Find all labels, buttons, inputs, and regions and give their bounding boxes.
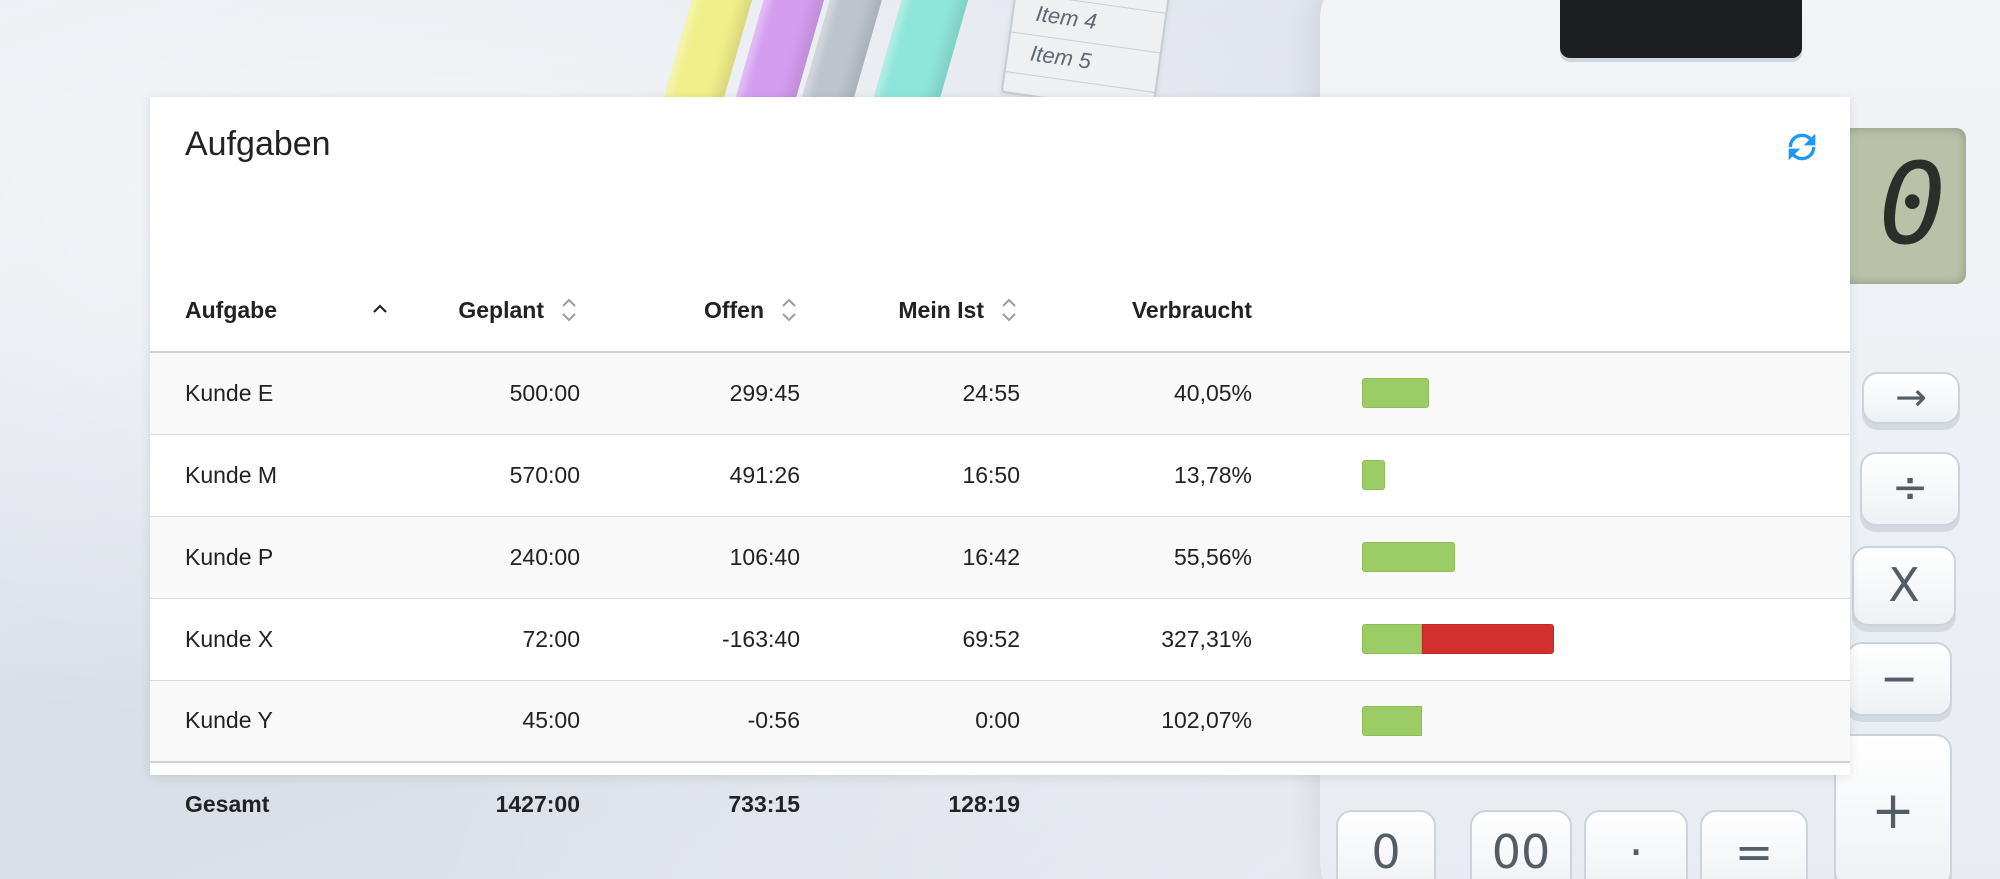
calculator-key: −: [1846, 642, 1952, 716]
cell-open: -0:56: [620, 680, 840, 763]
column-header-my-actual[interactable]: Mein Ist: [840, 269, 1060, 353]
usage-bar-within-budget: [1362, 542, 1455, 572]
cell-planned: 45:00: [400, 680, 620, 763]
table-total-row: Gesamt 1427:00 733:15 128:19: [150, 761, 1850, 845]
column-header-label: Geplant: [458, 296, 544, 323]
column-header-planned[interactable]: Geplant: [400, 269, 620, 353]
total-planned: 1427:00: [400, 761, 620, 845]
usage-bar-over-budget: [1422, 624, 1554, 654]
cell-used: 13,78%: [1060, 434, 1290, 517]
usage-bar: [1362, 378, 1850, 409]
cell-usage-bar: [1290, 598, 1850, 681]
cell-task: Kunde P: [150, 516, 400, 599]
total-my-actual: 128:19: [840, 761, 1060, 845]
sort-icon: [782, 298, 796, 322]
cell-usage-bar: [1290, 516, 1850, 599]
calculator-key: →: [1862, 372, 1960, 424]
usage-bar: [1362, 460, 1850, 490]
cell-my-actual: 0:00: [840, 680, 1060, 763]
column-header-label: Aufgabe: [185, 296, 277, 323]
cell-used: 327,31%: [1060, 598, 1290, 681]
calculator-solar-panel: [1560, 0, 1802, 58]
notepad-item: Item 5: [1028, 40, 1093, 74]
refresh-button[interactable]: [1782, 127, 1822, 167]
calculator-key: X: [1852, 546, 1956, 626]
cell-planned: 500:00: [400, 352, 620, 435]
column-header-label: Mein Ist: [898, 296, 984, 323]
calculator-key: ÷: [1860, 452, 1960, 526]
usage-bar-within-budget: [1362, 460, 1385, 490]
total-open: 733:15: [620, 761, 840, 845]
cell-usage-bar: [1290, 352, 1850, 435]
calculator-display-value: 0: [1878, 140, 1946, 270]
cell-task: Kunde Y: [150, 680, 400, 763]
total-label: Gesamt: [150, 761, 400, 845]
cell-my-actual: 69:52: [840, 598, 1060, 681]
column-header-bar: [1290, 269, 1850, 353]
cell-task: Kunde M: [150, 434, 400, 517]
cell-planned: 240:00: [400, 516, 620, 599]
sort-icon: [562, 298, 576, 322]
usage-bar-within-budget: [1362, 624, 1422, 654]
cell-my-actual: 24:55: [840, 352, 1060, 435]
column-header-label: Verbraucht: [1131, 296, 1252, 323]
usage-bar: [1362, 542, 1850, 572]
cell-open: -163:40: [620, 598, 840, 681]
cell-task: Kunde X: [150, 598, 400, 681]
total-bar: [1290, 761, 1850, 845]
sort-icon: [1002, 298, 1016, 322]
cell-usage-bar: [1290, 434, 1850, 517]
card-title: Aufgaben: [185, 125, 331, 163]
sort-ascending-icon: [373, 304, 387, 313]
table-row[interactable]: Kunde E 500:00 299:45 24:55 40,05%: [150, 352, 1850, 435]
column-header-open[interactable]: Offen: [620, 269, 840, 353]
tasks-card: Aufgaben Aufgabe: [150, 97, 1850, 845]
usage-bar-within-budget: [1362, 705, 1422, 736]
cell-open: 299:45: [620, 352, 840, 435]
cell-usage-bar: [1290, 680, 1850, 763]
cell-my-actual: 16:50: [840, 434, 1060, 517]
calculator-key: +: [1834, 734, 1952, 879]
notepad-item: Item 4: [1034, 0, 1099, 35]
usage-bar-within-budget: [1362, 378, 1429, 409]
table-row[interactable]: Kunde P 240:00 106:40 16:42 55,56%: [150, 516, 1850, 599]
usage-bar: [1362, 705, 1850, 736]
cell-planned: 570:00: [400, 434, 620, 517]
column-header-label: Offen: [703, 296, 764, 323]
cell-used: 102,07%: [1060, 680, 1290, 763]
cell-open: 106:40: [620, 516, 840, 599]
cell-planned: 72:00: [400, 598, 620, 681]
table-row[interactable]: Kunde X 72:00 -163:40 69:52 327,31%: [150, 598, 1850, 681]
cell-used: 40,05%: [1060, 352, 1290, 435]
table-row[interactable]: Kunde M 570:00 491:26 16:50 13,78%: [150, 434, 1850, 517]
column-header-task[interactable]: Aufgabe: [150, 269, 400, 353]
cell-open: 491:26: [620, 434, 840, 517]
table-row[interactable]: Kunde Y 45:00 -0:56 0:00 102,07%: [150, 680, 1850, 763]
cell-my-actual: 16:42: [840, 516, 1060, 599]
tasks-table: Aufgabe Geplant: [150, 269, 1850, 845]
total-used: [1060, 761, 1290, 845]
cell-used: 55,56%: [1060, 516, 1290, 599]
table-header-row: Aufgabe Geplant: [150, 269, 1850, 353]
refresh-icon: [1788, 133, 1816, 161]
cell-task: Kunde E: [150, 352, 400, 435]
usage-bar: [1362, 624, 1850, 654]
column-header-used: Verbraucht: [1060, 269, 1290, 353]
